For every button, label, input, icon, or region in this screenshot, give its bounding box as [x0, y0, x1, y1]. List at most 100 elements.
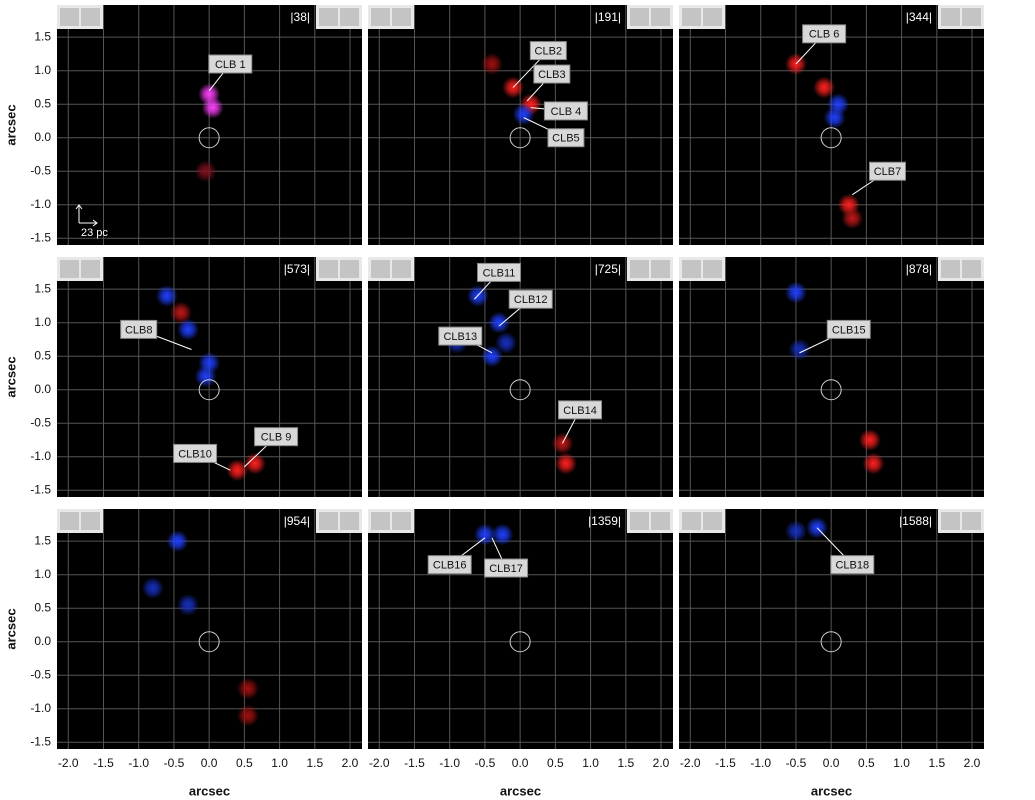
label-box — [254, 427, 299, 447]
corner-box — [941, 8, 960, 26]
corner-box — [340, 8, 359, 26]
emission-spot — [194, 160, 217, 183]
emission-spot — [226, 459, 249, 482]
emission-spot — [177, 593, 200, 616]
label-box — [508, 289, 553, 309]
panel-title: |1588| — [899, 514, 932, 528]
annotation-label: CLB18 — [835, 560, 869, 572]
corner-box — [941, 512, 960, 530]
annotation-label: CLB 9 — [261, 432, 292, 444]
panel: |191| CLB2 CLB3 CLB 4 CLB5 — [368, 5, 673, 245]
y-tick-label: -1.0 — [30, 197, 51, 211]
x-axis-label: arcsec — [500, 783, 541, 798]
emission-spot — [784, 520, 807, 543]
corner-box — [682, 260, 701, 278]
x-tick-label: 0.0 — [512, 756, 529, 770]
corner-box — [319, 260, 338, 278]
emission-spot — [236, 677, 259, 700]
y-tick-label: -1.0 — [30, 701, 51, 715]
corner-box — [60, 512, 79, 530]
label-box — [484, 558, 529, 578]
panel: |38| CLB 1 23 pc -1.5 -1.0 -0.5 0.0 0.5 1.0 1.5 ar… — [3, 5, 362, 245]
y-tick-label: 0.0 — [34, 130, 51, 144]
annotation-label: CLB3 — [538, 69, 566, 81]
panel-title: |38| — [290, 10, 310, 24]
corner-box — [630, 512, 649, 530]
emission-spot — [512, 103, 535, 126]
panel: |573| CLB8 CLB10 CLB 9 -1.5 -1.0 -0.5 0.0 0.5 1.0… — [3, 257, 362, 497]
emission-spot — [155, 284, 178, 307]
label-box — [547, 128, 585, 148]
nucleus-circle — [820, 127, 842, 149]
x-tick-label: 1.5 — [306, 756, 323, 770]
annotation-label: CLB13 — [443, 331, 477, 343]
panel-title: |344| — [906, 10, 932, 24]
y-tick-label: -1.5 — [30, 734, 51, 748]
emission-spot — [169, 301, 192, 324]
emission-spot — [201, 96, 224, 119]
emission-spot — [862, 452, 885, 475]
corner-box — [962, 8, 981, 26]
y-tick-label: -0.5 — [30, 163, 51, 177]
x-tick-label: -1.5 — [93, 756, 114, 770]
y-tick-label: 1.5 — [34, 281, 51, 295]
x-tick-label: 1.5 — [617, 756, 634, 770]
panel: |344| CLB 6 CLB7 — [679, 5, 984, 245]
corner-box — [60, 260, 79, 278]
annotation-label: CLB12 — [514, 294, 548, 306]
annotation-label: CLB2 — [535, 45, 563, 57]
scale-label: 23 pc — [81, 227, 108, 239]
y-tick-label: 1.0 — [34, 63, 51, 77]
emission-spot — [166, 530, 189, 553]
corner-box — [941, 260, 960, 278]
x-tick-label: -1.0 — [439, 756, 460, 770]
panel: |954| -1.5 -1.0 -0.5 0.0 0.5 1.0 1.5 -2.0 -1.5 -1.… — [3, 509, 362, 798]
y-tick-label: -1.0 — [30, 449, 51, 463]
x-tick-label: 2.0 — [342, 756, 359, 770]
annotation-label: CLB17 — [489, 563, 523, 575]
nucleus-circle — [198, 631, 220, 653]
annotation-label: CLB14 — [563, 405, 597, 417]
emission-spot — [243, 452, 266, 475]
corner-box — [371, 8, 390, 26]
corner-box — [962, 260, 981, 278]
label-box — [868, 161, 906, 181]
label-box — [826, 319, 871, 339]
x-tick-label: 0.5 — [547, 756, 564, 770]
y-tick-label: -1.5 — [30, 230, 51, 244]
x-tick-label: -0.5 — [475, 756, 496, 770]
panel-title: |954| — [284, 514, 310, 528]
corner-box — [319, 512, 338, 530]
emission-spot — [858, 429, 881, 452]
panel-title: |725| — [595, 262, 621, 276]
emission-spot — [495, 331, 518, 354]
corner-box — [962, 512, 981, 530]
x-tick-label: 1.0 — [582, 756, 599, 770]
corner-box — [371, 512, 390, 530]
label-box — [173, 443, 218, 463]
corner-box — [682, 512, 701, 530]
panel: |725| CLB11 CLB12 CLB13 CLB14 — [368, 257, 673, 497]
corner-box — [682, 8, 701, 26]
corner-box — [319, 8, 338, 26]
x-tick-label: 0.0 — [823, 756, 840, 770]
label-box — [543, 101, 588, 121]
annotation-label: CLB7 — [874, 166, 902, 178]
label-box — [427, 555, 472, 575]
y-tick-label: 1.5 — [34, 29, 51, 43]
y-tick-label: 1.5 — [34, 533, 51, 547]
corner-box — [703, 260, 722, 278]
corner-box — [340, 512, 359, 530]
corner-box — [392, 260, 411, 278]
x-tick-label: 2.0 — [653, 756, 670, 770]
corner-box — [651, 8, 670, 26]
annotation-label: CLB15 — [832, 324, 866, 336]
x-tick-label: 0.5 — [858, 756, 875, 770]
panel-title: |1359| — [588, 514, 621, 528]
emission-spot — [554, 452, 577, 475]
x-tick-label: 1.0 — [893, 756, 910, 770]
x-tick-label: -1.0 — [750, 756, 771, 770]
scale-arrows — [75, 204, 98, 227]
nucleus-circle — [820, 631, 842, 653]
